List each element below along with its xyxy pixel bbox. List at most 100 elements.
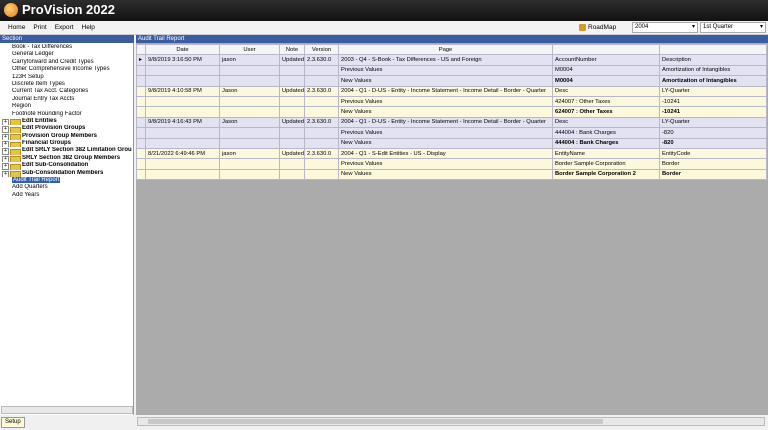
roadmap-button[interactable]: RoadMap [588,24,617,31]
cell: -10241 [659,106,767,118]
audit-table: Date User Note Version Page ▸ 9/8/2019 3:16:50… [136,43,767,181]
app-title: ProVision 2022 [22,2,115,17]
tree-item[interactable]: Other Comprehensive Income Types [0,66,134,73]
menu-item[interactable]: Home [8,24,26,31]
tree-item[interactable]: General Ledger [0,51,134,58]
scrollbar[interactable] [1,406,133,414]
tree-item[interactable]: Add Years [0,192,134,199]
tree-item[interactable]: Edit Entities [0,118,134,126]
cell: Previous Values [338,64,553,77]
cell: 2003 - Q4 - S-Book - Tax Differences - U… [338,54,553,66]
tree-label: Journal Entry Tax Accts [12,95,75,102]
cell: 444004 : Bank Charges [552,127,660,139]
cell: 9/8/2019 4:10:58 PM [145,85,220,97]
logo [4,3,18,17]
tree-item[interactable]: Carryforward and Credit Types [0,59,134,66]
cell [145,127,220,139]
tree-item[interactable]: Edit Provision Groups [0,125,134,133]
cell: Desc [552,85,660,97]
menu-item[interactable]: Export [54,24,74,31]
cell: Border Sample Corporation 2 [552,168,660,181]
tree-item[interactable]: Edit SRLY Section 382 Limitation Grou [0,147,134,155]
record-row[interactable]: 8/21/2022 6:49:46 PM jason Updated 2.3.630.… [136,147,767,160]
tree-item[interactable]: SRLY Section 382 Group Members [0,155,134,163]
tree-item[interactable]: Audit Trail Report [0,177,134,184]
scrollbar[interactable] [137,417,765,426]
quarter-dropdown[interactable]: 1st Quarter ▾ [700,22,766,33]
detail-row: New Values 624007 : Other Taxes -10241 [136,106,767,118]
cell [136,75,146,87]
left-panel: Section Book - Tax Differences General Le… [0,35,134,415]
cell: 9/8/2019 3:16:50 PM [145,54,220,66]
tree-item[interactable]: 123R Setup [0,74,134,81]
cell: New Values [338,137,553,149]
cell [279,75,305,87]
cell [136,106,146,118]
detail-row: New Values M0004 Amortization of Intangibl… [136,75,767,87]
cell: 9/8/2019 4:16:43 PM [145,116,220,129]
tree-label: Edit Sub-Consolidation [22,162,89,169]
tree-label: Footnote Rounding Factor [12,110,82,117]
cell: jason [219,147,280,160]
cell [279,127,305,139]
cell [219,75,280,87]
cell: 624007 : Other Taxes [552,106,660,118]
menu-item[interactable]: Print [33,24,47,31]
record-row[interactable]: 9/8/2019 4:16:43 PM Jason Updated 2.3.630.0… [136,116,767,129]
detail-row: Previous Values Border Sample Corporation… [136,158,767,170]
cell [145,64,220,77]
cell: Desc [552,116,660,129]
tree-item[interactable]: Current Tax Acct. Categories [0,88,134,95]
column-header: Note [279,43,305,56]
cell [279,168,305,181]
cell [304,168,339,181]
cell [304,158,339,170]
tree-item[interactable]: Provision Group Members [0,133,134,141]
tree-item[interactable]: Financial Groups [0,140,134,148]
tree-label: Discrete Item Types [12,80,65,87]
header-cell [552,43,660,56]
cell: Updated [279,54,305,66]
cell: 8/21/2022 6:49:46 PM [145,147,220,160]
tree-item[interactable]: Journal Entry Tax Accts [0,96,134,103]
detail-row: New Values 444004 : Bank Charges -820 [136,137,767,149]
tree-label: Sub-Consolidation Members [22,169,104,176]
panel-header: Audit Trail Report [136,35,768,43]
tree-item[interactable]: Sub-Consolidation Members [0,169,134,178]
cell [145,106,220,118]
panel-header: Section [0,35,134,43]
year-dropdown[interactable]: 2004 ▾ [632,22,698,33]
tree-item[interactable]: Footnote Rounding Factor [0,111,134,118]
cell [136,137,146,149]
cell [279,64,305,77]
cell [136,168,146,181]
cell: -820 [659,127,767,139]
tree-item[interactable]: Add Quarters [0,184,134,191]
tree-label: Carryforward and Credit Types [12,58,94,65]
tree-item[interactable]: Discrete Item Types [0,81,134,88]
cell: LY-Quarter [659,85,767,97]
tree-item[interactable]: Edit Sub-Consolidation [0,162,134,170]
detail-row: New Values Border Sample Corporation 2 Bor… [136,168,767,181]
setup-tab[interactable]: Setup [1,417,25,428]
detail-row: Previous Values M0004 Amortization of Inta… [136,64,767,77]
row-marker [136,147,146,160]
tree-item[interactable]: Book - Tax Differences [0,44,134,51]
cell: New Values [338,168,553,181]
record-row[interactable]: ▸ 9/8/2019 3:16:50 PM jason Updated 2.3.630.… [136,54,767,66]
cell [219,127,280,139]
menu-item[interactable]: Help [81,24,95,31]
cell [219,95,280,108]
header-row: Date User Note Version Page [136,43,767,56]
cell: -10241 [659,95,767,108]
scroll-thumb[interactable] [148,419,603,424]
tree-label: Current Tax Acct. Categories [12,88,89,95]
cell [219,137,280,149]
cell [219,106,280,118]
record-row[interactable]: 9/8/2019 4:10:58 PM Jason Updated 2.3.630.0… [136,85,767,97]
year-value: 2004 [635,24,649,30]
tree-item[interactable]: Region [0,103,134,110]
cell [145,168,220,181]
cell: jason [219,54,280,66]
cell: M0004 [552,64,660,77]
